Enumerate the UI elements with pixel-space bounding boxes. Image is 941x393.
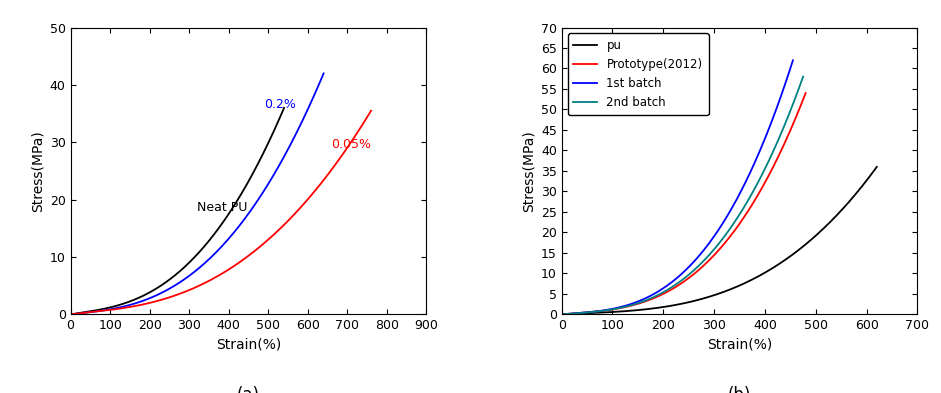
Prototype(2012) <box>653 294 664 299</box>
1st batch <box>647 292 659 297</box>
2nd batch <box>730 218 742 222</box>
2nd batch <box>651 293 662 298</box>
1st batch <box>701 243 712 248</box>
X-axis label: Strain(%): Strain(%) <box>215 338 281 352</box>
Legend: pu, Prototype(2012), 1st batch, 2nd batch: pu, Prototype(2012), 1st batch, 2nd batc… <box>567 33 709 115</box>
pu <box>785 253 796 258</box>
Text: Neat PU: Neat PU <box>197 201 247 214</box>
Prototype(2012) <box>800 91 811 95</box>
Prototype(2012) <box>732 224 743 229</box>
1st batch <box>723 211 734 216</box>
Text: 0.05%: 0.05% <box>331 138 372 151</box>
2nd batch <box>585 310 597 314</box>
Line: Prototype(2012): Prototype(2012) <box>562 93 805 314</box>
pu <box>784 255 795 259</box>
1st batch <box>556 312 567 317</box>
2nd batch <box>797 74 808 79</box>
pu <box>594 310 605 315</box>
Line: 1st batch: 1st batch <box>562 60 793 314</box>
1st batch <box>788 58 799 62</box>
Prototype(2012) <box>733 222 744 227</box>
1st batch <box>724 209 735 214</box>
2nd batch <box>731 216 742 220</box>
2nd batch <box>634 300 646 305</box>
1st batch <box>631 299 643 304</box>
2nd batch <box>708 248 719 252</box>
Line: 2nd batch: 2nd batch <box>562 77 803 314</box>
1st batch <box>583 310 595 314</box>
Prototype(2012) <box>710 252 721 256</box>
Text: (b): (b) <box>728 386 751 393</box>
pu <box>659 305 670 309</box>
Text: (a): (a) <box>237 386 260 393</box>
X-axis label: Strain(%): Strain(%) <box>707 338 773 352</box>
Line: pu: pu <box>562 167 877 314</box>
Prototype(2012) <box>635 300 646 305</box>
pu <box>871 165 883 169</box>
Text: 0.2%: 0.2% <box>264 98 296 111</box>
Y-axis label: Stress(MPa): Stress(MPa) <box>521 130 535 212</box>
Y-axis label: Stress(MPa): Stress(MPa) <box>30 130 44 212</box>
Prototype(2012) <box>585 310 597 314</box>
pu <box>755 273 766 278</box>
pu <box>556 312 567 317</box>
pu <box>680 300 692 305</box>
2nd batch <box>556 312 567 317</box>
Prototype(2012) <box>556 312 567 317</box>
